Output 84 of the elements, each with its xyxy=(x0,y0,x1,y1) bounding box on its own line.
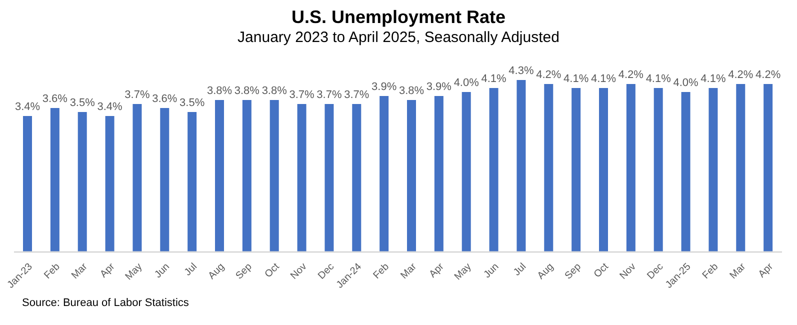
source-note: Source: Bureau of Labor Statistics xyxy=(22,296,189,310)
data-label: 4.2% xyxy=(756,69,781,81)
bar xyxy=(50,108,60,252)
data-label: 4.2% xyxy=(536,69,562,81)
data-label: 4.1% xyxy=(481,73,507,85)
bar xyxy=(160,108,170,252)
chart-title: U.S. Unemployment Rate xyxy=(290,6,507,28)
data-label: 3.7% xyxy=(289,89,315,101)
data-label: 4.2% xyxy=(618,69,644,81)
bar xyxy=(242,100,252,252)
x-tick-label: Aug xyxy=(536,261,556,282)
x-tick-label: Oct xyxy=(592,261,612,280)
x-tick-label: Jun xyxy=(482,261,502,281)
bar xyxy=(516,80,526,252)
bar xyxy=(544,84,554,252)
bar xyxy=(352,104,362,252)
x-tick-label: Jun xyxy=(152,261,172,281)
bar xyxy=(572,88,581,252)
x-tick-label: Mar xyxy=(728,260,748,282)
x-tick-label: Feb xyxy=(371,261,392,282)
x-tick-label: Jul xyxy=(182,261,200,278)
bar xyxy=(105,116,114,252)
data-label: 3.7% xyxy=(316,89,342,101)
data-label: 3.6% xyxy=(42,93,68,105)
data-label: 4.1% xyxy=(590,73,616,85)
bar xyxy=(736,84,746,252)
bar xyxy=(626,84,636,252)
x-tick-label: Feb xyxy=(42,261,63,282)
bar xyxy=(434,96,444,252)
data-label: 3.4% xyxy=(14,101,40,113)
data-label: 3.7% xyxy=(344,89,370,101)
bar xyxy=(462,92,471,252)
data-label: 3.5% xyxy=(180,97,205,109)
data-label: 4.1% xyxy=(700,73,726,85)
bar xyxy=(215,100,224,252)
bar xyxy=(764,84,773,252)
x-tick-label: Dec xyxy=(645,261,666,282)
x-tick-label: Apr xyxy=(428,260,447,280)
bar xyxy=(78,112,87,252)
bar xyxy=(599,88,608,252)
data-label: 4.1% xyxy=(646,73,672,85)
bar xyxy=(270,100,279,252)
bar xyxy=(188,112,197,252)
data-label: 3.8% xyxy=(398,85,424,97)
x-tick-label: Feb xyxy=(700,261,721,282)
data-label: 3.9% xyxy=(426,81,452,93)
x-tick-label: May xyxy=(452,261,474,283)
data-label: 4.3% xyxy=(508,65,534,77)
data-label: 3.5% xyxy=(70,97,96,109)
data-label: 4.2% xyxy=(728,69,754,81)
x-tick-label: Jul xyxy=(512,261,529,278)
bar xyxy=(489,88,498,252)
data-label: 4.1% xyxy=(564,73,589,85)
bar xyxy=(681,92,690,252)
bar xyxy=(407,100,416,252)
x-tick-label: Nov xyxy=(288,261,310,282)
data-label: 3.8% xyxy=(206,85,232,97)
data-label: 3.6% xyxy=(152,93,178,105)
bar xyxy=(708,88,718,252)
bar xyxy=(132,104,142,252)
data-label: 4.0% xyxy=(673,77,699,89)
data-label: 3.7% xyxy=(124,89,150,101)
x-tick-label: Aug xyxy=(206,261,227,282)
chart-subtitle: January 2023 to April 2025, Seasonally Adjusted xyxy=(236,29,560,47)
bar xyxy=(324,104,334,252)
data-label: 3.9% xyxy=(372,81,397,93)
x-tick-label: Dec xyxy=(316,261,337,282)
bar xyxy=(297,104,306,252)
x-tick-label: Apr xyxy=(98,260,118,280)
x-tick-label: Sep xyxy=(234,261,255,282)
bar xyxy=(23,116,32,252)
x-tick-label: Nov xyxy=(618,261,638,282)
x-tick-label: Apr xyxy=(756,260,776,280)
x-tick-label: May xyxy=(123,261,145,283)
data-label: 4.0% xyxy=(454,77,480,89)
data-label: 3.4% xyxy=(97,101,123,113)
data-label: 3.8% xyxy=(262,85,288,97)
bar xyxy=(380,96,389,252)
x-tick-label: Mar xyxy=(398,260,420,282)
x-tick-label: Oct xyxy=(262,261,282,280)
bar xyxy=(654,88,663,252)
data-label: 3.8% xyxy=(234,85,260,97)
x-tick-label: Mar xyxy=(70,260,90,282)
x-tick-label: Sep xyxy=(563,261,584,282)
